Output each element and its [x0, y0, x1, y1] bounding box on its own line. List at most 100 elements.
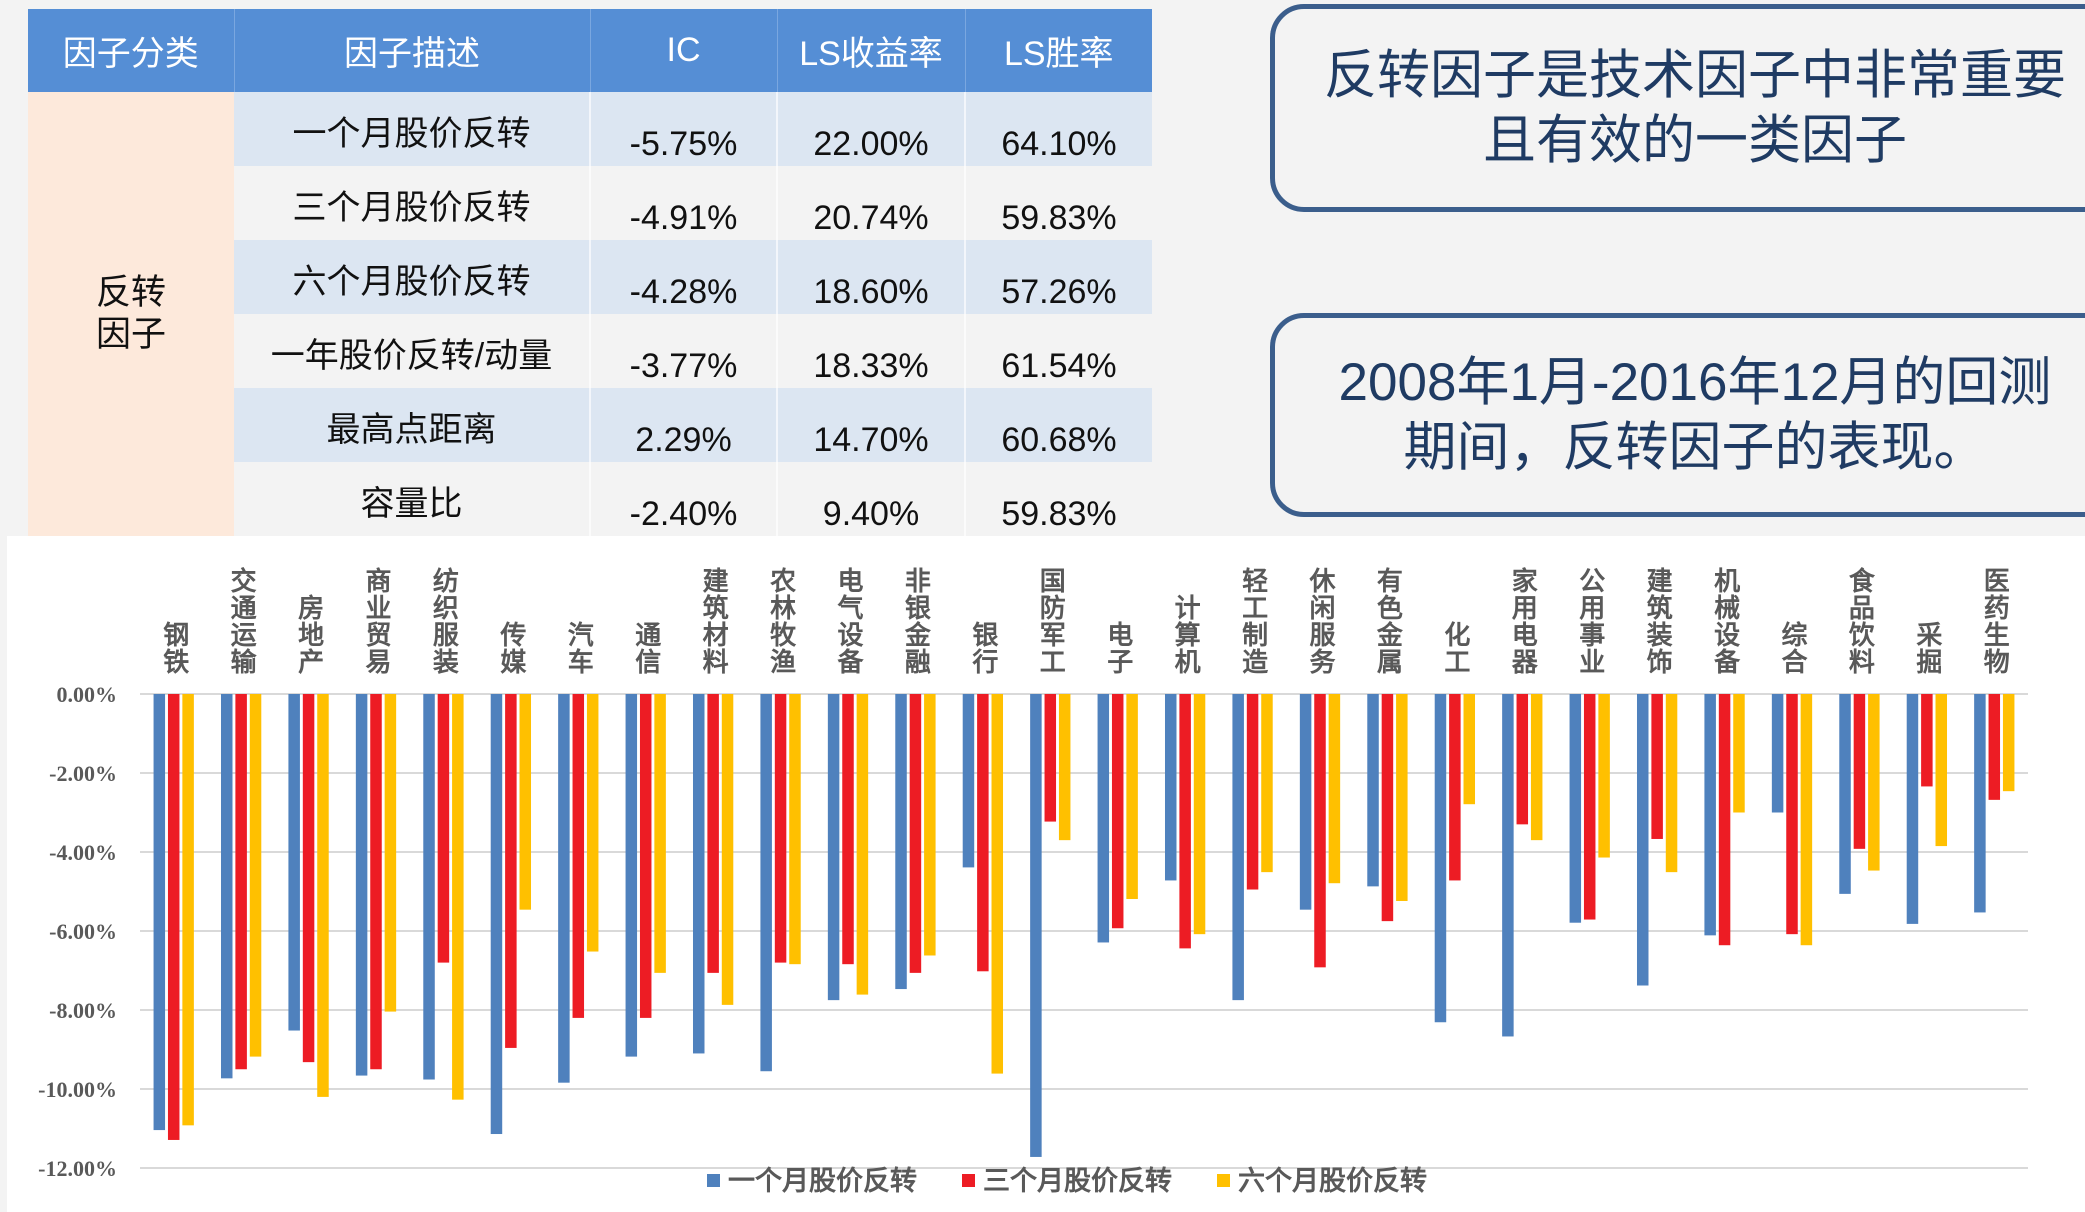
- bar-six-month: [317, 694, 329, 1097]
- factor-description: 六个月股价反转: [292, 262, 531, 301]
- ls-return-cell: 18.33%: [777, 314, 966, 388]
- bar-three-month: [842, 694, 854, 965]
- bar-one-month: [1906, 694, 1919, 924]
- callout-line: 且有效的一类因子: [1483, 111, 1907, 170]
- bar-three-month: [1314, 694, 1326, 968]
- category-label: 食品饮料: [1845, 567, 1875, 675]
- bar-one-month: [1974, 694, 1986, 913]
- category-label: 电气设备: [834, 567, 863, 675]
- ls-win-rate-cell: 64.10%: [965, 92, 1152, 166]
- bar-three-month: [437, 694, 450, 963]
- bar-one-month: [558, 694, 570, 1083]
- callout-text: 反转因子是技术因子中非常重要 且有效的一类因子: [1324, 43, 2066, 173]
- header-factor-description: 因子描述: [234, 9, 591, 92]
- factor-description: 容量比: [360, 484, 463, 523]
- bar-three-month: [1786, 694, 1798, 935]
- bar-six-month: [1328, 694, 1341, 884]
- category-label: 商业贸易: [362, 567, 391, 675]
- ls-return-cell: 9.40%: [777, 462, 966, 536]
- legend-label: 六个月股价反转: [1238, 1166, 1427, 1196]
- factor-description-cell: 三个月股价反转: [234, 166, 591, 240]
- ls-return-value: 18.33%: [813, 346, 929, 385]
- chart-plot-area: 0.00% -2.00% -4.00% -6.00% -8.00% -10.00% -12.…: [38, 682, 2028, 1196]
- ic-value: -3.77%: [629, 346, 738, 385]
- header-ls-return: LS收益率: [777, 9, 966, 92]
- ls-return-value: 14.70%: [813, 420, 929, 459]
- bar-six-month: [1868, 694, 1880, 871]
- category-label: 通信: [631, 621, 661, 675]
- bar-one-month: [760, 694, 772, 1072]
- bar-three-month: [639, 694, 652, 1018]
- legend-label: 一个月股价反转: [728, 1166, 917, 1196]
- bar-one-month: [153, 694, 166, 1131]
- y-tick-label: 0.00%: [57, 682, 118, 707]
- bar-six-month: [1058, 694, 1071, 841]
- ic-value: -5.75%: [629, 124, 738, 163]
- bar-three-month: [167, 694, 180, 1140]
- category-label: 传媒: [496, 621, 526, 675]
- y-tick-label: -10.00%: [38, 1077, 117, 1102]
- bar-three-month: [977, 694, 989, 972]
- bar-one-month: [1502, 694, 1514, 1037]
- bar-one-month: [423, 694, 435, 1080]
- bar-one-month: [1839, 694, 1851, 894]
- bar-one-month: [1164, 694, 1177, 881]
- bar-one-month: [1030, 694, 1042, 1157]
- factor-category-line: 反转: [95, 273, 166, 312]
- bar-six-month: [1126, 694, 1138, 899]
- ls-return-value: 20.74%: [813, 198, 929, 237]
- bar-one-month: [1434, 694, 1447, 1023]
- bar-six-month: [789, 694, 801, 965]
- bar-six-month: [1665, 694, 1678, 873]
- ic-value: -2.40%: [629, 494, 738, 533]
- bar-six-month: [2002, 694, 2015, 792]
- ic-cell: -4.28%: [590, 240, 778, 314]
- ls-win-rate-value: 61.54%: [1001, 346, 1117, 385]
- callout-line: 2008年1月-2016年12月的回测: [1338, 353, 2052, 412]
- factor-description: 一年股价反转/动量: [270, 336, 553, 375]
- category-label: 休闲服务: [1306, 567, 1335, 675]
- category-label: 采掘: [1912, 621, 1942, 675]
- bar-three-month: [370, 694, 382, 1070]
- callout-line: 反转因子是技术因子中非常重要: [1324, 46, 2066, 105]
- bar-three-month: [1921, 694, 1933, 787]
- category-label: 建筑材料: [699, 567, 729, 675]
- legend-swatch: [962, 1174, 975, 1187]
- legend-item: 三个月股价反转: [962, 1166, 1172, 1196]
- legend-item: 一个月股价反转: [707, 1166, 917, 1196]
- ls-win-rate-cell: 59.83%: [965, 166, 1152, 240]
- factor-table: 因子分类 因子描述 IC LS收益率 LS胜率 反转 因子 一个月股价反转 -5…: [28, 9, 1152, 536]
- y-tick-label: -12.00%: [38, 1156, 117, 1181]
- table-row: 容量比 -2.40% 9.40% 59.83%: [28, 462, 1152, 536]
- bar-six-month: [452, 694, 464, 1100]
- legend-swatch: [707, 1174, 720, 1187]
- factor-description-cell: 容量比: [234, 462, 591, 536]
- bar-three-month: [1044, 694, 1057, 822]
- category-label: 公用事业: [1575, 567, 1605, 675]
- ic-cell: -5.75%: [590, 92, 778, 166]
- bar-three-month: [1651, 694, 1663, 839]
- y-tick-label: -6.00%: [49, 919, 117, 944]
- factor-description: 一个月股价反转: [292, 114, 531, 153]
- bar-three-month: [572, 694, 585, 1018]
- bar-one-month: [220, 694, 233, 1079]
- category-label: 建筑装饰: [1643, 567, 1673, 675]
- category-label: 有色金属: [1373, 567, 1403, 675]
- category-label: 计算机: [1171, 594, 1201, 675]
- factor-description-cell: 六个月股价反转: [234, 240, 591, 314]
- legend-label: 三个月股价反转: [983, 1166, 1172, 1196]
- category-label: 非银金融: [901, 567, 931, 675]
- ic-value: 2.29%: [635, 420, 732, 459]
- bar-one-month: [1704, 694, 1716, 936]
- bar-one-month: [1232, 694, 1244, 1001]
- factor-category-cell: 反转 因子: [28, 92, 234, 536]
- bar-six-month: [249, 694, 262, 1057]
- bar-three-month: [1179, 694, 1191, 949]
- category-label: 电子: [1103, 621, 1133, 675]
- bar-three-month: [707, 694, 719, 973]
- bar-six-month: [1733, 694, 1745, 813]
- factor-description: 三个月股价反转: [292, 188, 531, 227]
- bar-one-month: [692, 694, 705, 1054]
- table-row: 六个月股价反转 -4.28% 18.60% 57.26%: [28, 240, 1152, 314]
- bar-three-month: [1853, 694, 1866, 849]
